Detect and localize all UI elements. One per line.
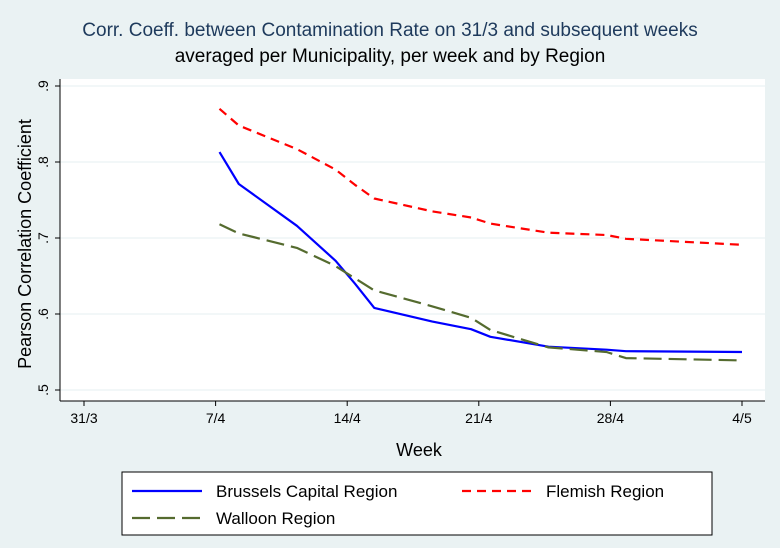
- gridlines: [60, 85, 765, 391]
- x-tick-label: 21/4: [465, 410, 492, 426]
- y-tick-label: .9: [35, 80, 51, 92]
- y-axis-label: Pearson Correlation Coefficient: [15, 119, 35, 369]
- series-lines: [218, 107, 743, 362]
- legend-label-1: Brussels Capital Region: [216, 482, 397, 501]
- legend-box: [121, 471, 713, 536]
- series-line-1: [218, 151, 743, 354]
- y-tick-label: .7: [35, 232, 51, 244]
- x-axis-label: Week: [396, 440, 443, 460]
- chart-subtitle: averaged per Municipality, per week and …: [174, 46, 606, 67]
- series-line-3: [219, 223, 743, 362]
- x-tick-label: 14/4: [334, 410, 361, 426]
- x-tick-label: 28/4: [597, 410, 624, 426]
- x-tick-label: 31/3: [70, 410, 97, 426]
- y-tick-label: .5: [35, 384, 51, 396]
- legend-label-3: Walloon Region: [216, 509, 335, 528]
- legend: Brussels Capital Region Flemish Region Wal…: [132, 482, 664, 528]
- x-tick-label: 4/5: [732, 410, 752, 426]
- axes: .5 .6 .7 .8 .9 31/3 7/4 14/4 21/4 28/4 4/5: [35, 79, 765, 426]
- y-tick-label: .6: [35, 308, 51, 320]
- y-tick-label: .8: [35, 156, 51, 168]
- chart-title: Corr. Coeff. between Contamination Rate …: [82, 20, 698, 41]
- x-tick-label: 7/4: [206, 410, 226, 426]
- legend-label-2: Flemish Region: [546, 482, 664, 501]
